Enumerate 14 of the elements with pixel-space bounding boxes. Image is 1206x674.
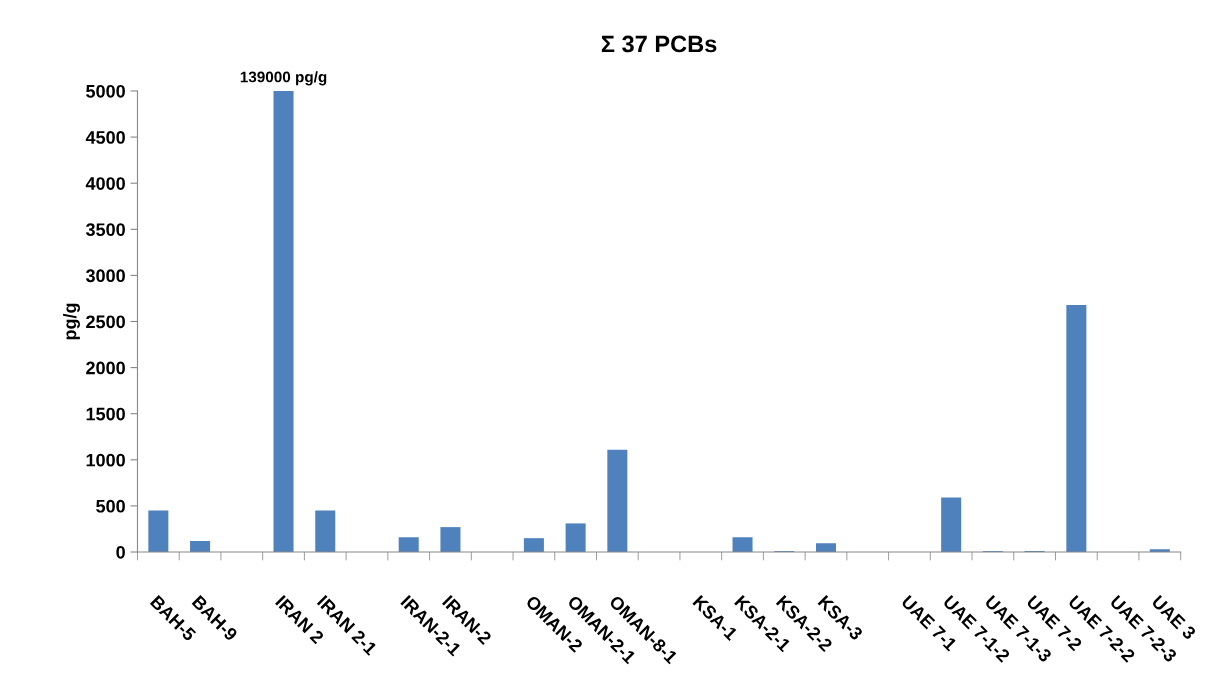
y-tick-label: 500 bbox=[96, 499, 125, 513]
y-tick-label: 3500 bbox=[85, 223, 125, 237]
y-tick-label: 2500 bbox=[86, 315, 125, 329]
y-tick-label: 0 bbox=[116, 545, 125, 559]
y-tick-label: 1500 bbox=[86, 407, 125, 421]
annotation: 139000 pg/g bbox=[240, 71, 327, 86]
y-tick-label: 5000 bbox=[86, 84, 125, 98]
y-tick-label: 1000 bbox=[86, 453, 125, 467]
y-tick-label: 4000 bbox=[85, 177, 125, 190]
y-tick-label: 3000 bbox=[85, 269, 125, 283]
y-tick-label: 2000 bbox=[86, 361, 125, 375]
y-axis-title: pg/g bbox=[63, 303, 80, 340]
chart-title: Σ 37 PCBs bbox=[601, 35, 717, 53]
y-tick-label: 4500 bbox=[85, 131, 125, 144]
